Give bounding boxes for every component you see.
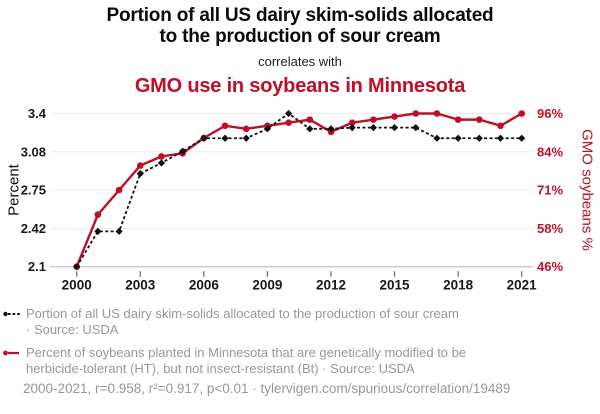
data-point-sour-cream (496, 134, 505, 142)
data-point-sour-cream (200, 134, 208, 142)
chart-title-line1: Portion of all US dairy skim-solids allo… (106, 5, 494, 26)
black-dashed-diamond-icon (3, 311, 21, 317)
x-tick-label: 2015 (380, 278, 411, 293)
left-tick-label: 2.42 (21, 221, 46, 236)
data-point-gmo-soybeans (348, 119, 356, 126)
data-point-gmo-soybeans (497, 122, 504, 130)
data-point-sour-cream (454, 134, 462, 142)
red-solid-circle-icon (3, 350, 19, 356)
right-tick-label: 71% (537, 183, 563, 198)
data-point-gmo-soybeans (136, 162, 144, 169)
data-point-sour-cream (285, 109, 293, 118)
right-tick-label: 58% (537, 221, 563, 236)
chart-title-variable2: GMO use in soybeans in Minnesota (134, 75, 466, 97)
legend-item-sour-cream: Portion of all US dairy skim-solids allo… (3, 306, 593, 338)
data-point-sour-cream (242, 134, 250, 142)
right-axis-label: GMO soybeans % (578, 129, 596, 251)
data-point-gmo-soybeans (115, 186, 123, 194)
data-point-gmo-soybeans (476, 116, 483, 123)
data-point-sour-cream (348, 124, 356, 132)
series-gmo-soybeans (73, 110, 525, 270)
data-point-gmo-soybeans (454, 116, 462, 123)
series-line-sour-cream (75, 112, 522, 268)
data-point-sour-cream (115, 227, 123, 235)
gridlines (50, 113, 533, 268)
left-tick-label: 2.75 (21, 183, 46, 198)
right-tick-label: 84% (537, 144, 563, 159)
legend-label-line2: herbicide-tolerant (HT), but not insect-… (26, 361, 415, 376)
data-point-sour-cream (306, 125, 314, 133)
data-point-sour-cream (73, 263, 81, 271)
legend-label: Percent of soybeans planted in Minnesota… (26, 345, 466, 377)
x-tick-label: 2012 (316, 278, 346, 293)
chart-legend: Portion of all US dairy skim-solids allo… (3, 306, 593, 384)
data-point-sour-cream (433, 134, 441, 142)
legend-label-line2: · Source: USDA (26, 322, 119, 337)
data-point-gmo-soybeans (285, 119, 292, 126)
data-point-sour-cream (327, 125, 335, 133)
data-point-gmo-soybeans (433, 110, 441, 117)
data-point-sour-cream (518, 134, 526, 142)
x-tick-label: 2006 (189, 278, 220, 293)
legend-item-gmo-soybeans: Percent of soybeans planted in Minnesota… (3, 345, 593, 377)
left-tick-label: 2.1 (28, 259, 46, 274)
data-point-sour-cream (136, 170, 144, 178)
legend-label: Portion of all US dairy skim-solids allo… (26, 306, 459, 338)
right-axis-ticks: 46% 58% 71% 84% 96% (537, 106, 563, 274)
x-axis: 2000 2003 2006 2009 2012 2015 2018 2021 (50, 266, 538, 293)
data-point-gmo-soybeans (94, 211, 102, 218)
left-tick-label: 3.08 (21, 144, 46, 159)
right-tick-label: 46% (537, 259, 563, 274)
left-axis-label: Percent (5, 164, 23, 216)
data-point-gmo-soybeans (370, 116, 377, 123)
correlates-with-label: correlates with (258, 54, 342, 69)
x-tick-label: 2018 (443, 278, 474, 293)
data-point-sour-cream (475, 134, 483, 142)
legend-label-line1: Portion of all US dairy skim-solids allo… (26, 306, 459, 321)
legend-label-line1: Percent of soybeans planted in Minnesota… (26, 345, 467, 360)
x-tick-label: 2009 (252, 278, 282, 293)
data-point-sour-cream (263, 125, 272, 133)
x-tick-label: 2003 (125, 278, 156, 293)
data-point-sour-cream (94, 227, 102, 235)
data-point-sour-cream (390, 124, 399, 132)
left-tick-label: 3.4 (28, 106, 47, 121)
x-tick-label: 2000 (62, 278, 92, 293)
data-point-gmo-soybeans (221, 122, 229, 130)
data-point-sour-cream (412, 124, 420, 132)
data-point-gmo-soybeans (391, 113, 398, 120)
x-tick-label: 2021 (507, 278, 538, 293)
data-point-sour-cream (221, 134, 229, 142)
data-point-gmo-soybeans (158, 153, 165, 160)
data-point-sour-cream (157, 159, 166, 167)
title-block: Portion of all US dairy skim-solids allo… (0, 5, 600, 97)
series-line-gmo-soybeans (75, 112, 523, 268)
data-point-sour-cream (369, 124, 377, 132)
data-point-gmo-soybeans (412, 110, 420, 117)
right-tick-label: 96% (537, 106, 563, 121)
data-point-gmo-soybeans (242, 125, 250, 133)
chart-canvas: 2000 2003 2006 2009 2012 2015 2018 20212.12.422… (21, 106, 564, 293)
footer-stats-and-url: 2000-2021, r=0.958, r²=0.917, p<0.01 · t… (23, 381, 511, 396)
data-point-gmo-soybeans (306, 116, 314, 123)
chart-title-line2: to the production of sour cream (159, 26, 441, 47)
left-axis-ticks: 2.1 2.42 2.75 3.08 3.4 (21, 106, 47, 274)
data-point-gmo-soybeans (518, 110, 525, 117)
